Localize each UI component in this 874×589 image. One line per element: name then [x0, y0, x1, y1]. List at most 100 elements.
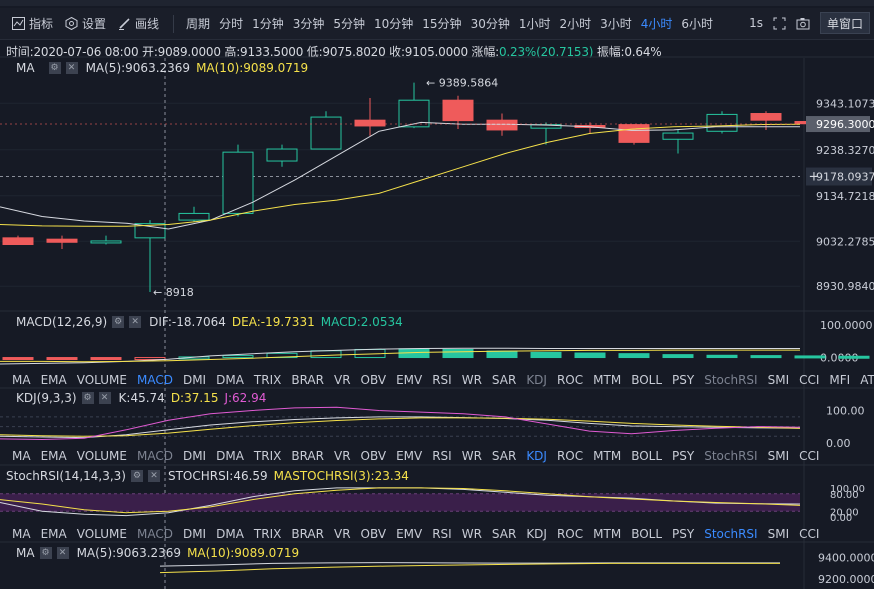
indicator-tab-macd[interactable]: MACD [136, 373, 173, 387]
indicator-tab-trix[interactable]: TRIX [253, 373, 282, 387]
indicator-tab-mtm[interactable]: MTM [593, 373, 622, 387]
indicator-tab-stochrsi[interactable]: StochRSI [704, 449, 758, 463]
window-mode-button[interactable]: 单窗口 [819, 12, 870, 34]
indicator-tab-mtm[interactable]: MTM [593, 449, 622, 463]
bottom-close-icon[interactable]: ✕ [56, 547, 69, 559]
fullscreen-icon[interactable] [773, 17, 786, 30]
indicator-tab-wr[interactable]: WR [461, 373, 482, 387]
indicator-tab-volume[interactable]: VOLUME [76, 527, 127, 541]
indicator-tab-ma[interactable]: MA [12, 449, 31, 463]
indicator-tab-smi[interactable]: SMI [767, 527, 790, 541]
indicator-tab-roc[interactable]: ROC [556, 527, 584, 541]
indicator-tab-emv[interactable]: EMV [396, 449, 423, 463]
indicator-tab-brar[interactable]: BRAR [291, 373, 324, 387]
indicator-tab-macd[interactable]: MACD [136, 527, 173, 541]
indicator-tab-stochrsi[interactable]: StochRSI [704, 527, 758, 541]
indicator-tab-obv[interactable]: OBV [360, 373, 387, 387]
indicator-tab-obv[interactable]: OBV [360, 449, 387, 463]
interval-button[interactable]: 1s [749, 16, 763, 30]
timeframe-1[interactable]: 1分钟 [252, 17, 284, 31]
indicator-tab-ma[interactable]: MA [12, 373, 31, 387]
screenshot-icon[interactable] [796, 17, 810, 30]
indicator-tabs-2: MA EMA VOLUME MACD DMI DMA TRIX BRAR VR OBV EMV RSI… [12, 449, 829, 463]
indicator-tab-ema[interactable]: EMA [40, 527, 67, 541]
indicator-tab-dma[interactable]: DMA [216, 449, 244, 463]
macd-close-icon[interactable]: ✕ [129, 316, 142, 328]
indicator-tab-smi[interactable]: SMI [767, 373, 790, 387]
timeframe-2[interactable]: 3分钟 [292, 17, 325, 31]
indicator-tab-smi[interactable]: SMI [767, 449, 790, 463]
indicator-tab-rsi[interactable]: RSI [432, 449, 452, 463]
indicator-tab-sar[interactable]: SAR [491, 527, 517, 541]
indicator-tab-dma[interactable]: DMA [216, 373, 244, 387]
indicator-tab-stochrsi[interactable]: StochRSI [704, 373, 758, 387]
indicator-tab-wr[interactable]: WR [461, 449, 482, 463]
indicator-tab-ema[interactable]: EMA [40, 373, 67, 387]
indicator-tab-ema[interactable]: EMA [40, 449, 67, 463]
indicator-tab-mfi[interactable]: MFI [829, 373, 851, 387]
indicator-tab-vr[interactable]: VR [333, 373, 351, 387]
indicator-tab-boll[interactable]: BOLL [631, 449, 663, 463]
indicator-tab-psy[interactable]: PSY [672, 373, 695, 387]
indicator-tab-rsi[interactable]: RSI [432, 373, 452, 387]
bottom-settings-icon[interactable]: ⚙ [39, 547, 52, 559]
timeframe-4[interactable]: 10分钟 [374, 17, 414, 31]
indicator-tab-cci[interactable]: CCI [799, 449, 820, 463]
indicator-tab-trix[interactable]: TRIX [253, 449, 282, 463]
indicator-tab-obv[interactable]: OBV [360, 527, 387, 541]
timeframe-7[interactable]: 1小时 [518, 17, 551, 31]
stochrsi-close-icon[interactable]: ✕ [147, 470, 160, 482]
indicator-tab-vr[interactable]: VR [333, 527, 351, 541]
indicators-button[interactable]: 指标 [12, 15, 53, 32]
indicator-tab-brar[interactable]: BRAR [291, 449, 324, 463]
timeframe-11[interactable]: 6小时 [681, 17, 714, 31]
indicator-tab-emv[interactable]: EMV [396, 373, 423, 387]
timeframe-0[interactable]: 分时 [219, 17, 244, 31]
indicator-tab-atr[interactable]: ATR [860, 373, 874, 387]
macd-settings-icon[interactable]: ⚙ [112, 316, 125, 328]
kdj-settings-icon[interactable]: ⚙ [81, 392, 94, 404]
indicator-tab-boll[interactable]: BOLL [631, 373, 663, 387]
indicator-tab-rsi[interactable]: RSI [432, 527, 452, 541]
indicator-tab-dmi[interactable]: DMI [182, 449, 207, 463]
timeframe-5[interactable]: 15分钟 [422, 17, 462, 31]
indicator-tab-cci[interactable]: CCI [799, 527, 820, 541]
timeframe-10[interactable]: 4小时 [640, 17, 673, 31]
indicator-tab-psy[interactable]: PSY [672, 449, 695, 463]
indicator-tab-roc[interactable]: ROC [556, 449, 584, 463]
timeframe-9[interactable]: 3小时 [600, 17, 632, 31]
indicator-tab-dma[interactable]: DMA [216, 527, 244, 541]
indicator-tab-kdj[interactable]: KDJ [526, 527, 547, 541]
indicator-tab-brar[interactable]: BRAR [291, 527, 324, 541]
indicator-tab-wr[interactable]: WR [461, 527, 482, 541]
indicator-tab-dmi[interactable]: DMI [182, 527, 207, 541]
timeframe-6[interactable]: 30分钟 [470, 17, 510, 31]
indicator-tab-boll[interactable]: BOLL [631, 527, 663, 541]
indicator-tab-ma[interactable]: MA [12, 527, 31, 541]
indicator-tab-vr[interactable]: VR [333, 449, 351, 463]
indicator-tab-volume[interactable]: VOLUME [76, 373, 127, 387]
indicator-tab-sar[interactable]: SAR [491, 373, 517, 387]
stochrsi-settings-icon[interactable]: ⚙ [130, 470, 143, 482]
main-close-icon[interactable]: ✕ [65, 62, 78, 74]
indicator-tab-mtm[interactable]: MTM [593, 527, 622, 541]
indicator-tab-emv[interactable]: EMV [396, 527, 423, 541]
kdj-close-icon[interactable]: ✕ [98, 392, 111, 404]
main-settings-icon[interactable]: ⚙ [48, 62, 61, 74]
indicator-tab-kdj[interactable]: KDJ [526, 449, 547, 463]
indicator-tab-cci[interactable]: CCI [799, 373, 820, 387]
timeframe-8[interactable]: 2小时 [559, 17, 592, 31]
indicator-tab-trix[interactable]: TRIX [253, 527, 282, 541]
indicator-tab-dmi[interactable]: DMI [182, 373, 207, 387]
settings-button[interactable]: 设置 [65, 15, 106, 32]
indicator-tab-roc[interactable]: ROC [556, 373, 584, 387]
indicator-tab-psy[interactable]: PSY [672, 527, 695, 541]
indicator-tab-kdj[interactable]: KDJ [526, 373, 547, 387]
indicator-tab-volume[interactable]: VOLUME [76, 449, 127, 463]
draw-button[interactable]: 画线 [118, 15, 159, 32]
indicator-tab-macd[interactable]: MACD [136, 449, 173, 463]
timeframe-3[interactable]: 5分钟 [333, 17, 365, 31]
crosshair-price-tag-bg [806, 167, 872, 186]
indicator-tab-sar[interactable]: SAR [491, 449, 517, 463]
